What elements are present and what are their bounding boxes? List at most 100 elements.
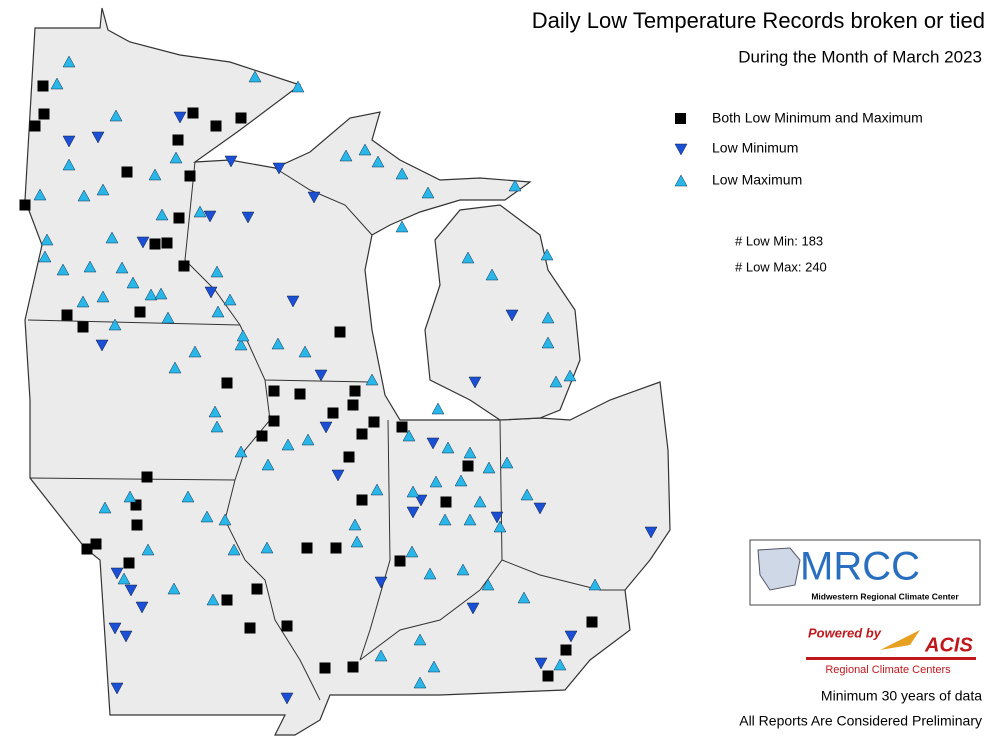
record-low-max-marker bbox=[454, 474, 468, 487]
record-low-max-marker bbox=[167, 582, 181, 595]
record-low-min-marker bbox=[241, 211, 255, 224]
record-low-max-marker bbox=[431, 402, 445, 415]
legend: Both Low Minimum and Maximum Low Minimum… bbox=[674, 110, 923, 188]
region-outline bbox=[24, 7, 671, 736]
record-low-max-marker bbox=[473, 495, 487, 508]
record-both-marker bbox=[81, 543, 93, 555]
record-both-marker bbox=[134, 306, 146, 318]
record-low-max-marker bbox=[517, 591, 531, 604]
record-both-marker bbox=[251, 583, 263, 595]
record-both-marker bbox=[130, 499, 142, 511]
record-low-max-marker bbox=[218, 513, 232, 526]
record-low-min-marker bbox=[135, 601, 149, 614]
record-low-max-marker bbox=[206, 593, 220, 606]
record-low-min-marker bbox=[203, 210, 217, 223]
record-low-max-marker bbox=[155, 208, 169, 221]
record-low-max-marker bbox=[365, 373, 379, 386]
note: Minimum 30 years of data bbox=[821, 688, 982, 704]
record-low-min-marker bbox=[95, 339, 109, 352]
lower-michigan bbox=[424, 204, 581, 421]
record-both-marker bbox=[396, 421, 408, 433]
record-both-marker bbox=[368, 416, 380, 428]
record-low-max-marker bbox=[298, 345, 312, 358]
record-low-max-marker bbox=[161, 311, 175, 324]
record-low-max-marker bbox=[248, 70, 262, 83]
record-both-marker bbox=[141, 471, 153, 483]
record-low-max-marker bbox=[227, 543, 241, 556]
record-low-max-marker bbox=[500, 456, 514, 469]
legend-up-triangle bbox=[674, 174, 688, 187]
record-both-marker bbox=[29, 120, 41, 132]
record-low-max-marker bbox=[98, 501, 112, 514]
record-low-max-marker bbox=[350, 535, 364, 548]
record-low-min-marker bbox=[534, 657, 548, 670]
count-label: # Low Max: 240 bbox=[735, 259, 827, 274]
mn-ia-border bbox=[27, 319, 241, 326]
record-low-max-marker bbox=[358, 143, 372, 156]
record-low-max-marker bbox=[438, 513, 452, 526]
legend-label: Both Low Minimum and Maximum bbox=[712, 110, 923, 126]
record-low-max-marker bbox=[109, 109, 123, 122]
record-low-max-marker bbox=[126, 276, 140, 289]
record-low-min-marker bbox=[110, 567, 124, 580]
record-both-marker bbox=[77, 321, 89, 333]
record-both-marker bbox=[221, 377, 233, 389]
record-both-marker bbox=[161, 237, 173, 249]
legend-down-triangle bbox=[674, 143, 688, 156]
record-low-max-marker bbox=[563, 369, 577, 382]
record-low-max-marker bbox=[482, 461, 496, 474]
record-low-max-marker bbox=[421, 186, 435, 199]
record-both-marker bbox=[19, 199, 31, 211]
record-low-min-marker bbox=[110, 682, 124, 695]
record-both-marker bbox=[268, 385, 280, 397]
count-label: # Low Min: 183 bbox=[735, 233, 823, 248]
record-both-marker bbox=[210, 120, 222, 132]
record-low-max-marker bbox=[549, 375, 563, 388]
record-both-marker bbox=[221, 594, 233, 606]
ohio-river bbox=[359, 559, 625, 661]
record-low-max-marker bbox=[271, 337, 285, 350]
record-low-max-marker bbox=[56, 263, 70, 276]
record-both-marker bbox=[394, 555, 406, 567]
record-low-min-marker bbox=[224, 155, 238, 168]
record-both-marker bbox=[327, 407, 339, 419]
record-both-marker bbox=[301, 542, 313, 554]
record-low-max-marker bbox=[193, 205, 207, 218]
record-low-max-marker bbox=[188, 345, 202, 358]
record-low-max-marker bbox=[234, 445, 248, 458]
logo-map bbox=[757, 547, 801, 591]
record-both-marker bbox=[330, 542, 342, 554]
record-low-max-marker bbox=[210, 265, 224, 278]
acis-rule bbox=[806, 657, 976, 660]
record-low-max-marker bbox=[520, 488, 534, 501]
markers bbox=[19, 55, 658, 705]
acis-swoosh bbox=[880, 630, 920, 650]
record-low-max-marker bbox=[96, 183, 110, 196]
record-low-max-marker bbox=[370, 483, 384, 496]
record-low-max-marker bbox=[481, 578, 495, 591]
record-low-max-marker bbox=[62, 158, 76, 171]
record-low-max-marker bbox=[148, 168, 162, 181]
record-both-marker bbox=[37, 80, 49, 92]
record-both-marker bbox=[235, 112, 247, 124]
record-low-max-marker bbox=[144, 288, 158, 301]
record-low-max-marker bbox=[588, 578, 602, 591]
land bbox=[24, 7, 671, 736]
record-both-marker bbox=[294, 388, 306, 400]
record-low-min-marker bbox=[204, 286, 218, 299]
record-low-max-marker bbox=[105, 231, 119, 244]
record-low-max-marker bbox=[395, 220, 409, 233]
record-low-max-marker bbox=[493, 520, 507, 533]
record-both-marker bbox=[319, 662, 331, 674]
record-both-marker bbox=[178, 260, 190, 272]
legend-square bbox=[675, 113, 686, 124]
record-low-max-marker bbox=[154, 287, 168, 300]
powered-by: Powered by bbox=[808, 625, 882, 640]
record-low-max-marker bbox=[33, 188, 47, 201]
record-low-max-marker bbox=[211, 305, 225, 318]
record-low-max-marker bbox=[123, 490, 137, 503]
logo-subtext: Midwestern Regional Climate Center bbox=[811, 591, 959, 601]
record-low-max-marker bbox=[541, 336, 555, 349]
record-low-max-marker bbox=[168, 361, 182, 374]
